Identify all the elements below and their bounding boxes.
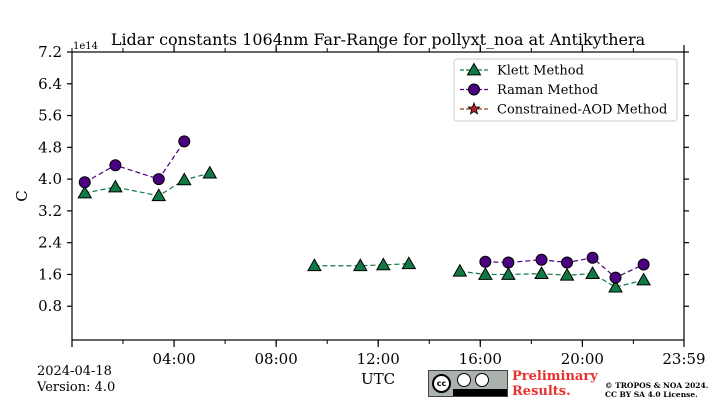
license-strip bbox=[453, 389, 507, 396]
klett-method-line bbox=[314, 263, 409, 267]
y-tick-label: 5.6 bbox=[38, 107, 62, 125]
x-tick-label: 16:00 bbox=[459, 350, 502, 368]
raman-method-series bbox=[78, 135, 650, 284]
y-tick-label: 3.2 bbox=[38, 202, 62, 220]
raman-method-point bbox=[479, 255, 492, 268]
legend-label-constrained-aod-method: Constrained-AOD Method bbox=[497, 103, 667, 118]
klett-method-point bbox=[401, 256, 417, 270]
copyright-line-1: © TROPOS & NOA 2024. bbox=[605, 381, 709, 390]
y-tick-label: 6.4 bbox=[38, 75, 62, 93]
y-tick-label: 2.4 bbox=[38, 234, 62, 252]
legend-marker-raman-method bbox=[468, 83, 480, 96]
legend-marker-constrained-aod-method bbox=[467, 101, 481, 115]
raman-method-point bbox=[561, 256, 574, 269]
raman-method-point bbox=[109, 159, 122, 172]
y-tick-label: 4.0 bbox=[38, 170, 62, 188]
klett-method-point bbox=[176, 172, 192, 186]
klett-method-point bbox=[151, 188, 167, 202]
raman-method-point bbox=[502, 256, 515, 269]
klett-method-point bbox=[534, 266, 549, 280]
raman-method-line bbox=[84, 141, 185, 183]
x-axis-label: UTC bbox=[361, 370, 395, 388]
x-tick-label: 08:00 bbox=[255, 350, 298, 368]
raman-method-point bbox=[78, 176, 91, 189]
by-icon bbox=[457, 373, 471, 387]
date-label: 2024-04-18 bbox=[37, 364, 112, 379]
data-series bbox=[77, 135, 651, 293]
klett-method-point bbox=[500, 266, 516, 280]
chart-title: Lidar constants 1064nm Far-Range for pol… bbox=[111, 30, 646, 49]
raman-method-point bbox=[178, 135, 191, 148]
axes: 04:00 08:00 12:00 16:00 20:00 23:59 7.2 6.4 5.6 4… bbox=[38, 43, 705, 368]
klett-method-point bbox=[77, 185, 93, 199]
klett-method-point bbox=[559, 267, 575, 281]
y-tick-label: 7.2 bbox=[38, 43, 62, 61]
klett-method-point bbox=[636, 272, 651, 286]
preliminary-results-label: Preliminary Results. bbox=[512, 369, 598, 399]
klett-method-point bbox=[108, 179, 123, 193]
klett-method-line bbox=[459, 270, 644, 288]
x-tick-label: 04:00 bbox=[152, 350, 195, 368]
y-tick-label: 0.8 bbox=[38, 297, 62, 315]
klett-method-point bbox=[452, 263, 468, 277]
klett-method-point bbox=[585, 266, 600, 280]
version-label: Version: 4.0 bbox=[37, 380, 116, 395]
klett-method-point bbox=[478, 266, 493, 280]
copyright-line-2: CC BY SA 4.0 License. bbox=[605, 390, 698, 399]
klett-method-point bbox=[352, 258, 368, 272]
legend-box bbox=[453, 58, 678, 122]
klett-method-series bbox=[77, 165, 651, 293]
cc-by-sa-icon: cc bbox=[428, 370, 508, 397]
y-scale-multiplier: 1e14 bbox=[73, 41, 98, 52]
raman-method-point bbox=[586, 251, 599, 264]
x-tick-label: 12:00 bbox=[357, 350, 400, 368]
raman-method-point bbox=[637, 258, 650, 271]
raman-method-point bbox=[152, 173, 165, 186]
klett-method-point bbox=[202, 165, 218, 179]
raman-method-point bbox=[535, 253, 548, 266]
x-tick-label: 20:00 bbox=[561, 350, 604, 368]
legend-marker-klett-method bbox=[466, 62, 482, 76]
raman-method-point bbox=[609, 271, 622, 284]
legend-label-klett-method: Klett Method bbox=[497, 64, 584, 79]
legend: Klett Method Raman Method Constrained-AOD … bbox=[453, 58, 678, 122]
klett-method-point bbox=[375, 257, 391, 271]
legend-label-raman-method: Raman Method bbox=[497, 83, 598, 98]
x-tick-label: 23:59 bbox=[662, 350, 705, 368]
klett-method-point bbox=[307, 258, 322, 272]
y-axis-label: C bbox=[13, 190, 31, 201]
y-tick-label: 4.8 bbox=[38, 138, 62, 156]
sa-icon bbox=[475, 373, 489, 387]
cc-icon: cc bbox=[432, 374, 451, 393]
klett-method-point bbox=[608, 279, 623, 293]
y-tick-label: 1.6 bbox=[38, 265, 62, 283]
